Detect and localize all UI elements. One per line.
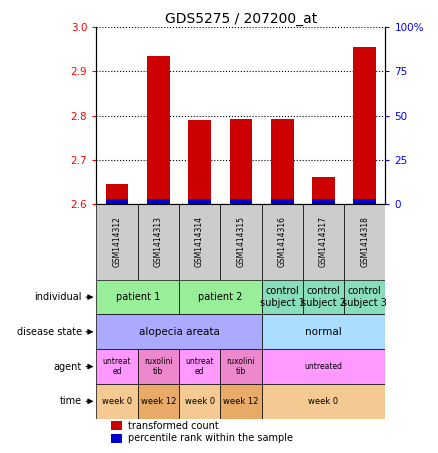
- Text: ruxolini
tib: ruxolini tib: [144, 357, 173, 376]
- Bar: [271, 199, 293, 204]
- Text: control
subject 3: control subject 3: [343, 286, 387, 308]
- Bar: [96, 280, 179, 314]
- Bar: [353, 199, 376, 204]
- Bar: [96, 384, 138, 419]
- Bar: [106, 184, 128, 204]
- Text: control
subject 2: control subject 2: [301, 286, 346, 308]
- Bar: [179, 384, 220, 419]
- Text: untreated: untreated: [304, 362, 343, 371]
- Bar: [303, 280, 344, 314]
- Text: time: time: [60, 396, 82, 406]
- Bar: [106, 199, 128, 204]
- Bar: [111, 421, 122, 430]
- Text: GSM1414317: GSM1414317: [319, 217, 328, 267]
- Bar: [344, 280, 385, 314]
- Bar: [188, 120, 211, 204]
- Bar: [179, 204, 220, 280]
- Text: transformed count: transformed count: [128, 421, 219, 431]
- Bar: [111, 434, 122, 443]
- Text: GSM1414316: GSM1414316: [278, 217, 287, 267]
- Text: GSM1414313: GSM1414313: [154, 217, 163, 267]
- Text: week 0: week 0: [184, 397, 215, 406]
- Text: patient 1: patient 1: [116, 292, 160, 302]
- Text: patient 2: patient 2: [198, 292, 243, 302]
- Bar: [138, 204, 179, 280]
- Bar: [147, 56, 170, 204]
- Bar: [261, 204, 303, 280]
- Bar: [96, 349, 138, 384]
- Bar: [138, 384, 179, 419]
- Bar: [179, 280, 261, 314]
- Text: week 12: week 12: [141, 397, 176, 406]
- Bar: [344, 204, 385, 280]
- Bar: [96, 204, 138, 280]
- Text: week 12: week 12: [223, 397, 258, 406]
- Text: week 0: week 0: [308, 397, 339, 406]
- Text: disease state: disease state: [17, 327, 82, 337]
- Bar: [312, 178, 335, 204]
- Bar: [220, 204, 261, 280]
- Bar: [312, 199, 335, 204]
- Text: individual: individual: [35, 292, 82, 302]
- Text: GSM1414312: GSM1414312: [113, 217, 121, 267]
- Text: untreat
ed: untreat ed: [103, 357, 131, 376]
- Bar: [96, 314, 261, 349]
- Text: week 0: week 0: [102, 397, 132, 406]
- Text: normal: normal: [305, 327, 342, 337]
- Text: percentile rank within the sample: percentile rank within the sample: [128, 434, 293, 443]
- Bar: [220, 384, 261, 419]
- Bar: [353, 47, 376, 204]
- Bar: [261, 384, 385, 419]
- Bar: [138, 349, 179, 384]
- Bar: [230, 119, 252, 204]
- Text: GSM1414314: GSM1414314: [195, 217, 204, 267]
- Text: untreat
ed: untreat ed: [185, 357, 214, 376]
- Text: GSM1414318: GSM1414318: [360, 217, 369, 267]
- Bar: [271, 119, 293, 204]
- Bar: [261, 280, 303, 314]
- Bar: [261, 314, 385, 349]
- Text: ruxolini
tib: ruxolini tib: [226, 357, 255, 376]
- Text: control
subject 1: control subject 1: [260, 286, 305, 308]
- Bar: [261, 349, 385, 384]
- Text: alopecia areata: alopecia areata: [138, 327, 219, 337]
- Bar: [147, 199, 170, 204]
- Text: GSM1414315: GSM1414315: [237, 217, 245, 267]
- Title: GDS5275 / 207200_at: GDS5275 / 207200_at: [165, 12, 317, 26]
- Bar: [179, 349, 220, 384]
- Bar: [220, 349, 261, 384]
- Text: agent: agent: [54, 361, 82, 371]
- Bar: [188, 199, 211, 204]
- Bar: [230, 199, 252, 204]
- Bar: [303, 204, 344, 280]
